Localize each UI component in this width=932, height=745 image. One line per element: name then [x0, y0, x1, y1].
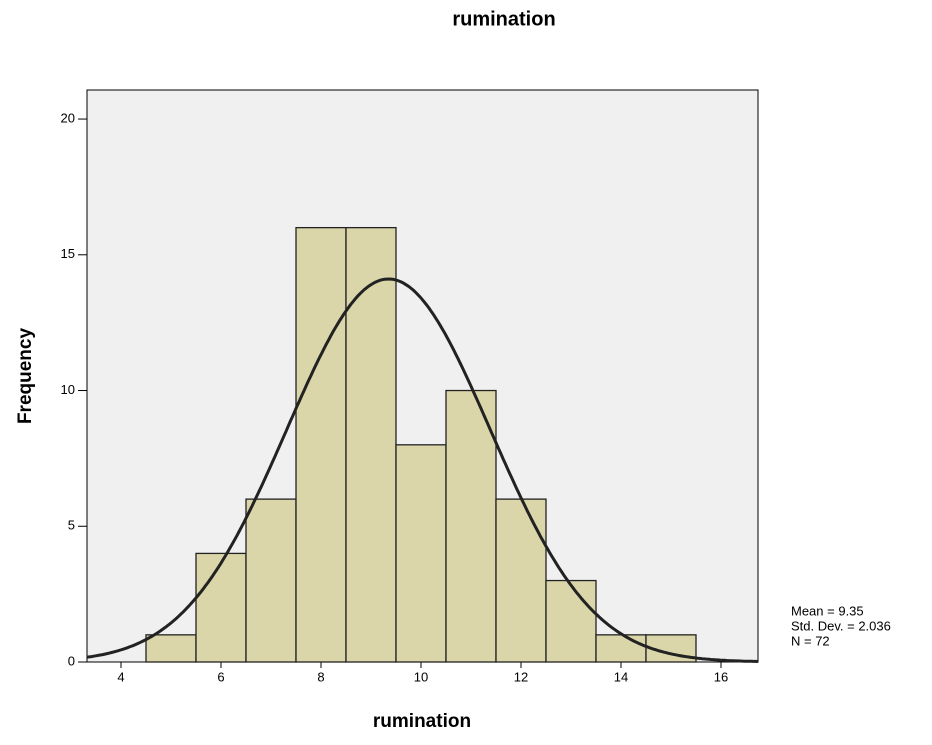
- y-axis-title: Frequency: [15, 328, 36, 425]
- bar: [195, 552, 247, 663]
- y-tick-label: 10: [61, 382, 75, 397]
- stat-label: Mean = 9.35: [791, 603, 864, 618]
- x-tick-label: 14: [614, 669, 628, 684]
- x-tick-label: 10: [414, 669, 428, 684]
- stat-label: N = 72: [791, 633, 830, 648]
- x-tick-label: 8: [317, 669, 324, 684]
- bar: [345, 226, 397, 663]
- normal-curve: [86, 277, 759, 663]
- bar: [445, 389, 497, 663]
- x-tick-label: 4: [117, 669, 124, 684]
- x-tick-label: 6: [217, 669, 224, 684]
- stat-label: Std. Dev. = 2.036: [791, 618, 891, 633]
- x-tick-label: 12: [514, 669, 528, 684]
- bar: [145, 634, 197, 663]
- x-tick-label: 16: [714, 669, 728, 684]
- bar: [595, 634, 647, 663]
- bar: [295, 226, 347, 663]
- bar: [545, 579, 597, 663]
- x-axis-title: rumination: [373, 711, 471, 732]
- y-tick-label: 20: [61, 110, 75, 125]
- y-tick-label: 5: [68, 518, 75, 533]
- y-tick-label: 15: [61, 246, 75, 261]
- chart-title: rumination: [452, 8, 555, 30]
- bar: [245, 498, 297, 663]
- bar: [395, 444, 447, 663]
- y-tick-label: 0: [68, 653, 75, 668]
- bar: [495, 498, 547, 663]
